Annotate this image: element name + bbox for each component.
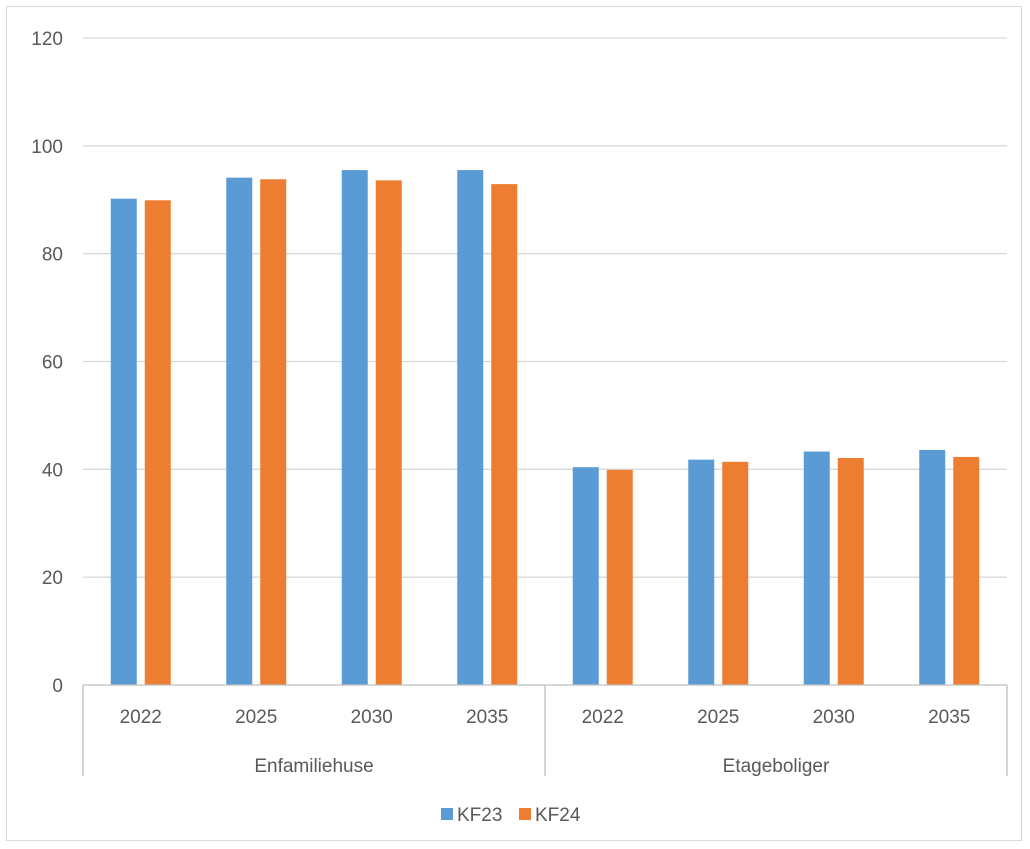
legend-label-kf24: KF24 xyxy=(535,805,581,826)
y-tick-label: 60 xyxy=(42,353,63,374)
x-tick-label: 2035 xyxy=(928,707,970,728)
legend-swatch-kf23 xyxy=(441,808,453,820)
x-tick-label: 2035 xyxy=(466,707,508,728)
bar-kf24-4 xyxy=(606,469,633,685)
x-group-label: Etageboliger xyxy=(723,756,830,777)
legend-label-kf23: KF23 xyxy=(457,805,502,826)
bar-kf23-7 xyxy=(919,449,946,685)
y-tick-label: 80 xyxy=(42,245,63,266)
y-axis-tick-labels: 0 20 40 60 80 100 120 xyxy=(31,29,63,697)
x-group-label: Enfamiliehuse xyxy=(254,756,373,777)
x-axis: 2022 2025 2030 2035 Enfamiliehuse 2022 2025 203… xyxy=(82,684,1008,777)
bar-kf23-4 xyxy=(572,467,599,685)
bar-kf23-1 xyxy=(226,177,253,685)
bar-kf24-3 xyxy=(491,184,518,685)
x-tick-label: 2022 xyxy=(120,707,162,728)
bar-kf24-7 xyxy=(953,456,980,685)
legend-swatch-kf24 xyxy=(519,808,531,820)
bar-kf24-0 xyxy=(144,200,171,685)
y-tick-label: 120 xyxy=(31,29,63,50)
y-tick-label: 100 xyxy=(31,137,63,158)
bar-kf24-5 xyxy=(722,461,749,685)
bar-kf23-5 xyxy=(688,459,715,685)
legend: KF23 KF24 xyxy=(441,805,581,826)
bar-kf23-2 xyxy=(341,170,368,686)
y-tick-label: 20 xyxy=(42,568,63,589)
x-tick-label: 2030 xyxy=(351,707,393,728)
x-tick-label: 2022 xyxy=(582,707,624,728)
bar-kf23-6 xyxy=(803,451,830,685)
y-tick-label: 40 xyxy=(42,460,63,481)
x-tick-label: 2025 xyxy=(697,707,739,728)
gridlines xyxy=(83,37,1007,578)
bar-kf24-1 xyxy=(260,179,287,686)
y-tick-label: 0 xyxy=(52,676,63,697)
bar-kf23-0 xyxy=(110,198,137,685)
bar-kf23-3 xyxy=(457,170,484,686)
bar-kf24-6 xyxy=(837,458,864,685)
x-tick-label: 2025 xyxy=(235,707,277,728)
bars xyxy=(110,170,980,686)
x-tick-label: 2030 xyxy=(813,707,855,728)
bar-kf24-2 xyxy=(375,180,402,685)
